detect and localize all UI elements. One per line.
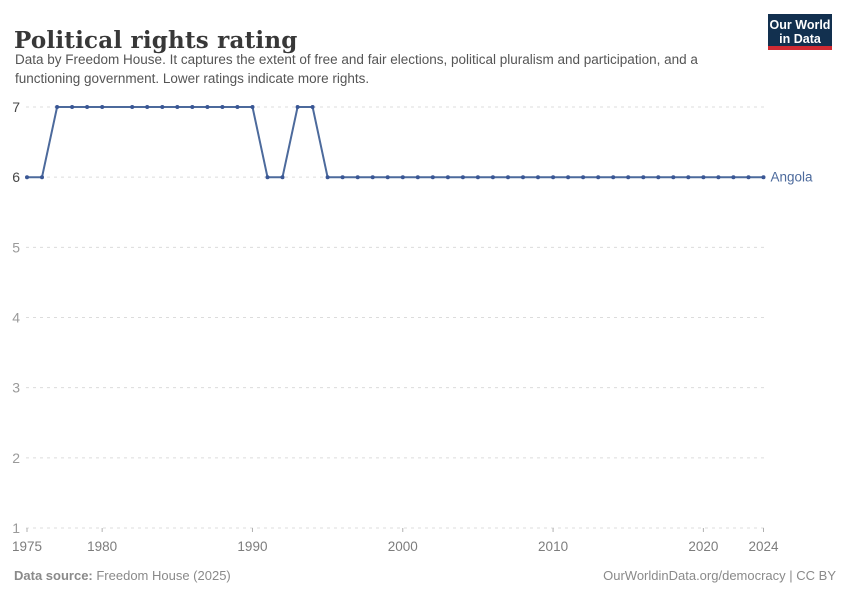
data-point[interactable]: [506, 175, 510, 180]
data-point[interactable]: [475, 175, 480, 180]
owid-logo-line2: in Data: [779, 32, 821, 46]
y-axis-label: 3: [12, 380, 20, 396]
data-point[interactable]: [521, 175, 525, 180]
chart-line[interactable]: [26, 106, 765, 179]
data-point[interactable]: [701, 175, 706, 180]
page-title: Political rights rating: [14, 27, 298, 55]
owid-logo[interactable]: Our World in Data: [768, 14, 832, 50]
data-point[interactable]: [265, 175, 270, 180]
data-point[interactable]: [325, 175, 330, 180]
data-point[interactable]: [190, 105, 195, 109]
data-point[interactable]: [611, 175, 616, 180]
data-point[interactable]: [686, 175, 691, 180]
chart-subtitle: Data by Freedom House. It captures the e…: [15, 52, 698, 86]
data-point[interactable]: [70, 105, 75, 109]
data-point[interactable]: [626, 175, 631, 180]
data-point[interactable]: [460, 175, 465, 180]
data-point[interactable]: [430, 175, 435, 180]
data-point[interactable]: [566, 175, 571, 180]
data-source-value: Freedom House (2025): [92, 568, 231, 583]
owid-logo-line1: Our World: [769, 18, 831, 32]
data-point[interactable]: [25, 175, 29, 180]
data-point[interactable]: [671, 175, 676, 180]
data-point[interactable]: [415, 175, 420, 180]
data-point[interactable]: [130, 105, 135, 109]
y-axis-label: 1: [12, 520, 20, 536]
data-point[interactable]: [310, 105, 315, 109]
data-point[interactable]: [55, 105, 60, 109]
x-axis-label: 2020: [688, 539, 718, 554]
data-point[interactable]: [656, 175, 661, 180]
data-point[interactable]: [641, 175, 646, 180]
y-axis-label: 5: [12, 239, 20, 255]
data-point[interactable]: [731, 175, 736, 180]
x-axis-label: 1990: [237, 539, 267, 554]
data-point[interactable]: [445, 175, 450, 180]
data-point[interactable]: [100, 105, 105, 109]
data-point[interactable]: [175, 105, 180, 109]
x-axis-label: 2010: [538, 539, 568, 554]
chart-footer: Data source: Freedom House (2025) OurWor…: [14, 568, 836, 583]
data-point[interactable]: [160, 105, 165, 109]
data-point[interactable]: [385, 175, 390, 180]
data-point[interactable]: [85, 105, 90, 109]
data-point[interactable]: [340, 175, 345, 180]
data-point[interactable]: [490, 175, 495, 180]
y-axis-label: 2: [12, 450, 20, 466]
series-entity-label[interactable]: Angola: [771, 170, 814, 185]
data-point[interactable]: [400, 175, 405, 180]
data-point[interactable]: [355, 175, 360, 180]
data-point[interactable]: [761, 175, 766, 180]
data-point[interactable]: [40, 175, 44, 180]
data-point[interactable]: [295, 105, 300, 109]
data-point[interactable]: [145, 105, 150, 109]
data-point[interactable]: [596, 175, 601, 180]
data-point[interactable]: [370, 175, 375, 180]
data-point[interactable]: [205, 105, 210, 109]
y-axis-label: 4: [12, 310, 20, 326]
data-source-note: Data source: Freedom House (2025): [14, 568, 231, 583]
data-point[interactable]: [551, 175, 556, 180]
data-point[interactable]: [716, 175, 721, 180]
owid-license-link[interactable]: OurWorldinData.org/democracy | CC BY: [603, 568, 836, 583]
y-axis-label: 7: [12, 99, 20, 115]
x-axis-label: 1980: [87, 539, 117, 554]
y-axis-label: 6: [12, 169, 20, 185]
x-axis-label: 2000: [388, 539, 418, 554]
data-point[interactable]: [280, 175, 285, 180]
x-axis-label: 2024: [748, 539, 779, 554]
data-point[interactable]: [250, 105, 255, 109]
data-point[interactable]: [235, 105, 240, 109]
data-source-label: Data source:: [14, 568, 93, 583]
data-point[interactable]: [536, 175, 540, 180]
data-point[interactable]: [581, 175, 586, 180]
data-point[interactable]: [220, 105, 225, 109]
data-point[interactable]: [746, 175, 751, 180]
x-axis-label: 1975: [12, 539, 42, 554]
